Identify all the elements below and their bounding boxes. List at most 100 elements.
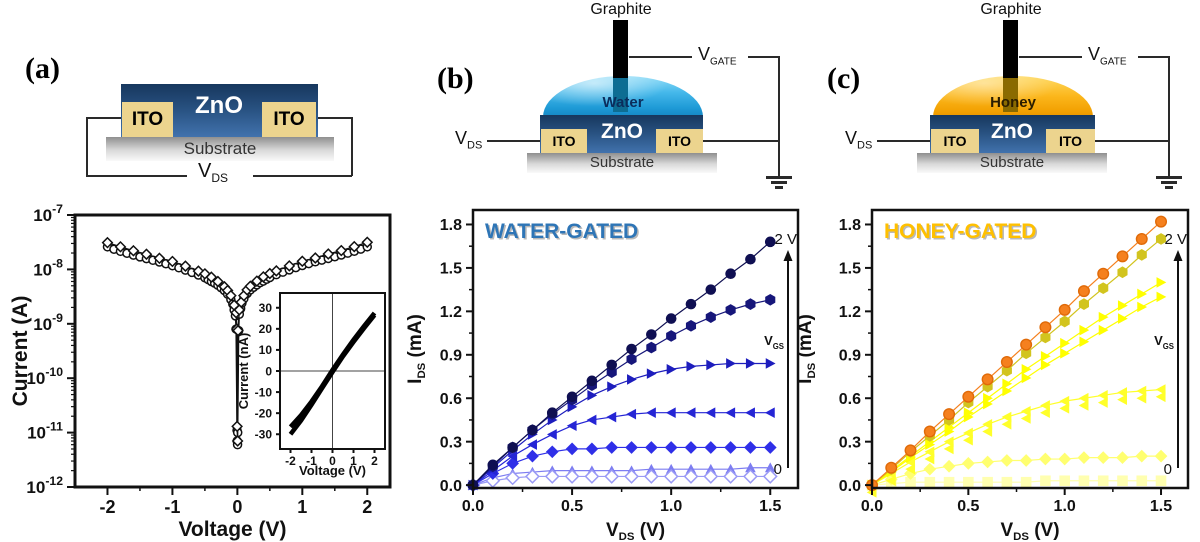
svg-text:1.5: 1.5 bbox=[1150, 498, 1172, 515]
wire bbox=[316, 117, 352, 119]
svg-text:HONEY-GATED: HONEY-GATED bbox=[886, 222, 1038, 245]
graphite-label: Graphite bbox=[980, 1, 1042, 18]
svg-text:0.3: 0.3 bbox=[440, 434, 462, 451]
vds-label: VDS bbox=[198, 160, 229, 185]
svg-text:0.0: 0.0 bbox=[839, 478, 861, 495]
svg-text:Voltage (V): Voltage (V) bbox=[299, 463, 366, 478]
svg-text:0.0: 0.0 bbox=[861, 498, 883, 515]
svg-text:-10: -10 bbox=[255, 385, 273, 399]
substrate-layer: Substrate bbox=[527, 153, 717, 173]
svg-text:WATER-GATED: WATER-GATED bbox=[485, 220, 638, 243]
svg-text:Current (A): Current (A) bbox=[9, 296, 32, 407]
svg-text:0.3: 0.3 bbox=[839, 434, 861, 451]
svg-text:10-12: 10-12 bbox=[26, 474, 63, 497]
substrate-layer: Substrate bbox=[106, 137, 334, 161]
vds-label: VDS bbox=[455, 128, 483, 152]
wire bbox=[877, 140, 932, 142]
wire bbox=[253, 175, 352, 177]
svg-text:0: 0 bbox=[265, 364, 272, 378]
vds-label: VDS bbox=[845, 128, 873, 152]
svg-text:1.0: 1.0 bbox=[660, 498, 682, 515]
zno-label: ZnO bbox=[991, 120, 1033, 143]
svg-text:0.6: 0.6 bbox=[440, 391, 462, 408]
wire bbox=[487, 140, 542, 142]
svg-text:1.2: 1.2 bbox=[440, 304, 462, 321]
ito-left: ITO bbox=[541, 129, 587, 153]
wire bbox=[1095, 140, 1169, 142]
svg-text:Current (nA): Current (nA) bbox=[236, 333, 251, 410]
chart-c: 0.0 0.5 1.0 1.5 0.0 0.3 0.6 0.9 1.2 1.5 1.8 VDS (V)… bbox=[795, 208, 1190, 542]
svg-text:-30: -30 bbox=[255, 428, 273, 442]
svg-text:VGS: VGS bbox=[764, 333, 784, 351]
wire bbox=[1138, 56, 1169, 58]
svg-text:1.5: 1.5 bbox=[759, 498, 781, 515]
svg-text:-2: -2 bbox=[99, 497, 115, 517]
ito-right: ITO bbox=[656, 129, 703, 153]
svg-text:1: 1 bbox=[350, 454, 357, 468]
svg-text:VGS: VGS bbox=[1154, 333, 1174, 351]
svg-text:0.6: 0.6 bbox=[839, 391, 861, 408]
wire bbox=[86, 117, 123, 119]
svg-text:-1: -1 bbox=[164, 497, 180, 517]
chart-a: -2 -1 0 1 210-710-810-910-1010-1110-12Voltag… bbox=[9, 202, 392, 541]
ito-left: ITO bbox=[931, 129, 979, 153]
svg-text:Voltage (V): Voltage (V) bbox=[178, 518, 286, 541]
graphite-rod-in-liquid bbox=[1003, 78, 1018, 112]
substrate-layer: Substrate bbox=[917, 153, 1107, 173]
ground-symbol bbox=[765, 176, 793, 190]
svg-text:-20: -20 bbox=[255, 406, 273, 420]
panel-a-schematic: ZnO ITO ITO Substrate VDS bbox=[0, 0, 400, 200]
zno-label: ZnO bbox=[601, 120, 643, 143]
svg-text:10: 10 bbox=[259, 343, 273, 357]
wire bbox=[703, 140, 779, 142]
chart-b: 0.0 0.5 1.0 1.5 0.0 0.3 0.6 0.9 1.2 1.5 1.8 VDS (V)… bbox=[405, 208, 800, 542]
ground-symbol bbox=[1155, 176, 1183, 190]
wire bbox=[748, 56, 779, 58]
vgate-label: VGATE bbox=[1088, 44, 1127, 68]
svg-text:2: 2 bbox=[362, 497, 372, 517]
wire bbox=[1019, 56, 1082, 58]
svg-text:10-8: 10-8 bbox=[33, 256, 63, 279]
svg-text:0.0: 0.0 bbox=[462, 498, 484, 515]
svg-text:HONEY-GATED: HONEY-GATED bbox=[884, 220, 1036, 243]
vgate-label: VGATE bbox=[698, 44, 737, 68]
svg-text:1.0: 1.0 bbox=[1054, 498, 1076, 515]
graphite-rod bbox=[613, 20, 628, 78]
svg-text:1: 1 bbox=[297, 497, 307, 517]
graphite-rod-in-liquid bbox=[613, 78, 628, 112]
svg-text:-2: -2 bbox=[285, 454, 296, 468]
wire bbox=[1168, 56, 1170, 176]
panel-a-label: (a) bbox=[25, 52, 60, 85]
svg-text:0: 0 bbox=[1164, 461, 1172, 478]
svg-text:1.8: 1.8 bbox=[440, 217, 462, 234]
svg-text:IDS (mA): IDS (mA) bbox=[405, 314, 428, 384]
panel-c-label: (c) bbox=[827, 62, 861, 95]
svg-text:IDS (mA): IDS (mA) bbox=[795, 314, 818, 384]
graphite-rod bbox=[1003, 20, 1018, 78]
svg-text:0.5: 0.5 bbox=[957, 498, 979, 515]
svg-text:VDS (V): VDS (V) bbox=[606, 520, 665, 542]
svg-text:0: 0 bbox=[329, 454, 336, 468]
wire bbox=[778, 56, 780, 176]
svg-text:0: 0 bbox=[774, 461, 782, 478]
ito-right: ITO bbox=[1046, 129, 1095, 153]
svg-text:1.5: 1.5 bbox=[839, 261, 861, 278]
svg-text:10-7: 10-7 bbox=[33, 202, 63, 225]
svg-text:2 V: 2 V bbox=[774, 231, 797, 248]
svg-text:1.2: 1.2 bbox=[839, 304, 861, 321]
svg-text:0.5: 0.5 bbox=[561, 498, 583, 515]
svg-text:10-9: 10-9 bbox=[33, 311, 63, 334]
panel-b-label: (b) bbox=[437, 62, 474, 95]
svg-text:0.9: 0.9 bbox=[440, 348, 462, 365]
svg-text:1.5: 1.5 bbox=[440, 261, 462, 278]
svg-text:30: 30 bbox=[259, 301, 273, 315]
svg-text:0.0: 0.0 bbox=[440, 478, 462, 495]
svg-text:0.9: 0.9 bbox=[839, 348, 861, 365]
svg-text:-1: -1 bbox=[306, 454, 317, 468]
svg-text:2 V: 2 V bbox=[1164, 231, 1187, 248]
svg-text:WATER-GATED: WATER-GATED bbox=[487, 222, 640, 245]
water-label: Water bbox=[602, 94, 644, 111]
svg-text:20: 20 bbox=[259, 322, 273, 336]
